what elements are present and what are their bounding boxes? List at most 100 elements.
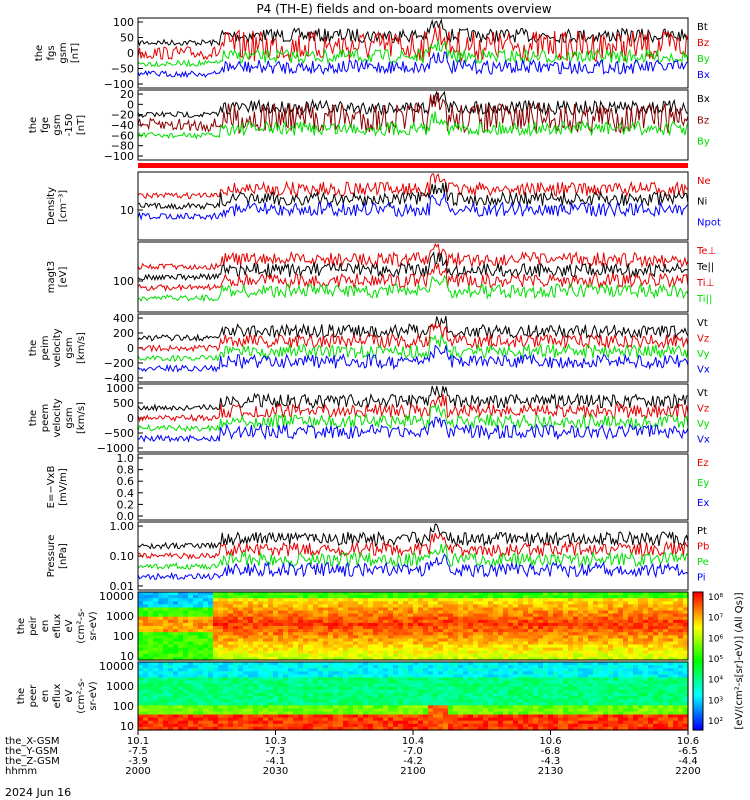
heatmap-cell	[518, 632, 524, 636]
heatmap-cell	[253, 592, 259, 596]
heatmap-cell	[638, 629, 644, 633]
heatmap-cell	[513, 604, 519, 609]
heatmap-cell	[488, 650, 494, 655]
heatmap-cell	[368, 708, 374, 713]
heatmap-cell	[343, 668, 349, 672]
heatmap-cell	[358, 622, 364, 627]
heatmap-cell	[198, 635, 204, 639]
heatmap-cell	[673, 644, 679, 649]
heatmap-cell	[458, 692, 464, 697]
heatmap-cell	[173, 629, 179, 633]
heatmap-cell	[673, 598, 679, 602]
heatmap-cell	[428, 668, 434, 672]
heatmap-cell	[453, 595, 459, 599]
heatmap-cell	[368, 604, 374, 609]
heatmap-cell	[508, 626, 514, 630]
heatmap-cell	[198, 598, 204, 602]
heatmap-cell	[428, 644, 434, 649]
heatmap-cell	[138, 696, 144, 700]
heatmap-cell	[658, 607, 664, 612]
heatmap-cell	[158, 668, 164, 672]
heatmap-cell	[618, 626, 624, 630]
heatmap-cell	[658, 677, 664, 682]
heatmap-cell	[458, 677, 464, 682]
heatmap-cell	[223, 683, 229, 688]
heatmap-cell	[313, 607, 319, 612]
heatmap-cell	[223, 622, 229, 627]
heatmap-cell	[308, 726, 314, 731]
heatmap-cell	[598, 635, 604, 639]
heatmap-cell	[218, 592, 224, 596]
heatmap-cell	[573, 708, 579, 713]
heatmap-cell	[558, 702, 564, 706]
heatmap-cell	[633, 677, 639, 682]
heatmap-cell	[218, 616, 224, 621]
heatmap-cell	[498, 607, 504, 612]
heatmap-cell	[178, 595, 184, 599]
heatmap-cell	[488, 674, 494, 679]
heatmap-cell	[298, 629, 304, 633]
heatmap-cell	[238, 696, 244, 700]
heatmap-cell	[213, 595, 219, 599]
heatmap-cell	[183, 604, 189, 609]
heatmap-cell	[293, 616, 299, 621]
heatmap-cell	[198, 705, 204, 709]
heatmap-cell	[318, 595, 324, 599]
heatmap-cell	[448, 601, 454, 605]
heatmap-cell	[338, 689, 344, 694]
heatmap-cell	[373, 662, 379, 666]
heatmap-cell	[518, 598, 524, 602]
heatmap-cell	[613, 632, 619, 636]
heatmap-cell	[678, 601, 684, 605]
heatmap-cell	[273, 629, 279, 633]
heatmap-cell	[188, 665, 194, 669]
heatmap-cell	[518, 622, 524, 627]
heatmap-cell	[598, 595, 604, 599]
heatmap-cell	[563, 601, 569, 605]
heatmap-cell	[193, 711, 199, 716]
heatmap-cell	[648, 696, 654, 700]
heatmap-cell	[598, 616, 604, 621]
heatmap-cell	[438, 626, 444, 630]
heatmap-cell	[353, 610, 359, 615]
heatmap-cell	[588, 629, 594, 633]
heatmap-cell	[473, 665, 479, 669]
heatmap-cell	[583, 647, 589, 652]
heatmap-cell	[353, 705, 359, 709]
heatmap-cell	[403, 683, 409, 688]
heatmap-cell	[563, 610, 569, 615]
heatmap-cell	[433, 647, 439, 652]
heatmap-cell	[483, 613, 489, 618]
heatmap-cell	[393, 629, 399, 633]
heatmap-cell	[223, 714, 229, 719]
legend-entry: Pb	[697, 542, 709, 553]
heatmap-cell	[618, 619, 624, 624]
heatmap-cell	[208, 644, 214, 649]
heatmap-cell	[188, 662, 194, 666]
heatmap-cell	[658, 720, 664, 725]
heatmap-cell	[228, 696, 234, 700]
heatmap-cell	[658, 629, 664, 633]
heatmap-cell	[238, 595, 244, 599]
heatmap-cell	[433, 674, 439, 679]
heatmap-cell	[428, 604, 434, 609]
heatmap-cell	[653, 720, 659, 725]
heatmap-cell	[258, 644, 264, 649]
heatmap-cell	[143, 595, 149, 599]
heatmap-cell	[628, 601, 634, 605]
heatmap-cell	[553, 680, 559, 685]
heatmap-cell	[353, 592, 359, 596]
heatmap-cell	[608, 717, 614, 722]
heatmap-cell	[303, 598, 309, 602]
heatmap-cell	[378, 692, 384, 697]
heatmap-cell	[483, 680, 489, 685]
heatmap-cell	[403, 601, 409, 605]
heatmap-cell	[203, 604, 209, 609]
heatmap-cell	[658, 714, 664, 719]
heatmap-cell	[483, 598, 489, 602]
heatmap-cell	[508, 604, 514, 609]
heatmap-cell	[633, 653, 639, 658]
heatmap-cell	[138, 619, 144, 624]
heatmap-cell	[208, 726, 214, 731]
heatmap-cell	[463, 674, 469, 679]
